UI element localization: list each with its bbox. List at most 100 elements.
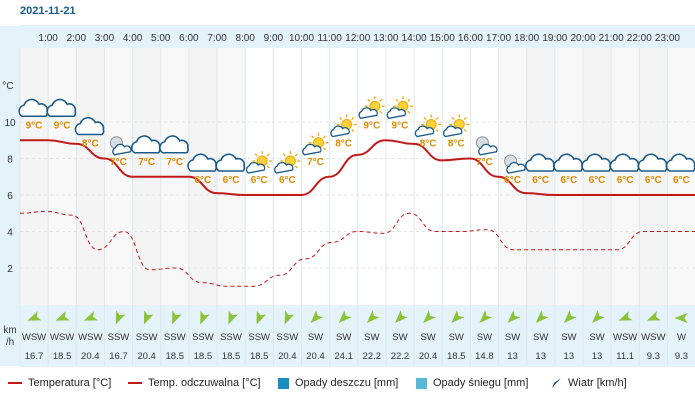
wind-direction-label: SSW xyxy=(248,332,270,343)
wind-arrow-icon xyxy=(618,311,633,321)
partly-sunny-icon xyxy=(442,114,470,138)
wind-speed-label: 16.7 xyxy=(25,351,44,362)
partly-sunny-icon xyxy=(358,96,385,119)
wind-speed-label: 18.5 xyxy=(53,351,72,362)
hour-column-bg xyxy=(48,48,77,305)
wind-arrow-icon xyxy=(200,310,210,325)
temperature-data-label: 7°C xyxy=(166,157,183,168)
wind-arrow-icon xyxy=(256,310,267,325)
hour-column-bg xyxy=(639,48,668,305)
temperature-data-label: 8°C xyxy=(82,139,99,150)
wind-arrow-icon xyxy=(115,310,126,325)
hour-tick-label: 9:00 xyxy=(264,33,284,44)
hour-header-band xyxy=(20,26,695,48)
hour-tick-label: 18:00 xyxy=(514,33,539,44)
wind-speed-label: 18.5 xyxy=(250,351,269,362)
legend-wind-label: Wiatr [km/h] xyxy=(568,377,627,389)
hour-tick-label: 11:00 xyxy=(318,33,343,44)
temperature-data-label: 7°C xyxy=(476,157,493,168)
cloud-icon xyxy=(215,153,246,172)
hour-column-bg xyxy=(667,48,695,305)
partly-sunny-icon xyxy=(274,151,301,174)
temperature-data-label: 6°C xyxy=(223,175,240,186)
hour-tick-label: 21:00 xyxy=(599,33,624,44)
temperature-data-label: 9°C xyxy=(392,120,409,131)
temperature-data-label: 9°C xyxy=(26,120,43,131)
hour-column-bg xyxy=(217,48,246,305)
temperature-data-label: 6°C xyxy=(589,175,606,186)
temperature-data-label: 8°C xyxy=(448,139,465,150)
wind-direction-label: SW xyxy=(589,332,604,343)
wind-speed-label: 18.5 xyxy=(447,351,466,362)
hour-tick-label: 22:00 xyxy=(627,33,652,44)
legend-temperature-label: Temperatura [°C] xyxy=(28,377,112,389)
hour-column-bg xyxy=(498,48,527,305)
hour-column-bg xyxy=(611,48,640,305)
legend-feels-like-label: Temp. odczuwalna [°C] xyxy=(148,377,261,389)
wind-direction-label: SW xyxy=(392,332,407,343)
wind-direction-label: SW xyxy=(477,332,492,343)
legend-rain-swatch xyxy=(278,377,289,389)
wind-direction-label: W xyxy=(677,332,686,343)
wind-speed-label: 16.7 xyxy=(109,351,128,362)
hour-column-bg xyxy=(583,48,612,305)
wind-direction-label: SSW xyxy=(108,332,130,343)
temperature-data-label: 6°C xyxy=(617,175,634,186)
wind-direction-label: SSW xyxy=(164,332,186,343)
wind-direction-label: SW xyxy=(505,332,520,343)
wind-arrow-icon xyxy=(366,310,380,323)
legend-snow-swatch xyxy=(416,377,427,389)
hour-tick-label: 7:00 xyxy=(207,33,227,44)
wind-direction-label: SW xyxy=(308,332,323,343)
hour-tick-label: 20:00 xyxy=(570,33,595,44)
wind-arrow-icon xyxy=(55,311,70,321)
wind-arrow-icon xyxy=(507,310,521,323)
temperature-data-label: 8°C xyxy=(335,139,352,150)
temperature-data-label: 7°C xyxy=(138,157,155,168)
wind-speed-label: 9.3 xyxy=(647,351,660,362)
y-tick-label: 10 xyxy=(4,118,16,129)
hour-column-bg xyxy=(385,48,415,305)
legend-rain: Opady deszczu [mm] xyxy=(278,377,398,389)
wind-speed-label: 13 xyxy=(564,351,575,362)
wind-speed-label: 14.8 xyxy=(475,351,494,362)
legend-feels-like: Temp. odczuwalna [°C] xyxy=(128,377,261,389)
hour-column-bg xyxy=(76,48,105,305)
legend-snow-label: Opady śniegu [mm] xyxy=(433,377,529,389)
legend-feels-like-swatch xyxy=(128,382,142,384)
temperature-data-label: 6°C xyxy=(195,175,212,186)
cloud-icon xyxy=(665,153,695,172)
temperature-data-label: 6°C xyxy=(560,175,577,186)
hour-column-bg xyxy=(357,48,386,305)
hour-tick-label: 13:00 xyxy=(373,33,398,44)
wind-arrow-icon xyxy=(674,313,688,323)
temperature-data-label: 6°C xyxy=(673,175,690,186)
wind-direction-label: WSW xyxy=(50,332,74,343)
wind-speed-label: 13 xyxy=(592,351,603,362)
cloud-icon xyxy=(46,98,77,118)
cloud-icon xyxy=(74,116,105,136)
wind-speed-label: 18.5 xyxy=(194,351,213,362)
wind-direction-label: WSW xyxy=(641,332,665,343)
wind-unit-label-2: /h xyxy=(6,337,14,348)
wind-direction-label: SW xyxy=(336,332,351,343)
wind-arrow-icon xyxy=(143,310,154,325)
partly-cloudy-night-icon xyxy=(475,136,498,156)
temperature-data-label: 6°C xyxy=(504,175,521,186)
wind-speed-label: 20.4 xyxy=(137,351,156,362)
hour-column-bg xyxy=(245,48,274,305)
hour-tick-label: 2:00 xyxy=(67,33,87,44)
partly-sunny-icon xyxy=(414,114,442,138)
y-tick-label: 8 xyxy=(7,155,13,166)
wind-arrow-icon xyxy=(451,310,465,323)
temperature-data-label: 8°C xyxy=(420,139,437,150)
wind-arrow-icon xyxy=(228,310,238,325)
wind-direction-label: SW xyxy=(364,332,379,343)
wind-unit-label: km xyxy=(3,325,16,336)
hour-column-bg xyxy=(273,48,302,305)
hour-column-bg xyxy=(20,48,49,305)
wind-speed-label: 13 xyxy=(535,351,546,362)
wind-arrow-icon xyxy=(83,311,98,321)
hour-tick-label: 15:00 xyxy=(430,33,455,44)
wind-arrow-icon xyxy=(563,310,577,323)
